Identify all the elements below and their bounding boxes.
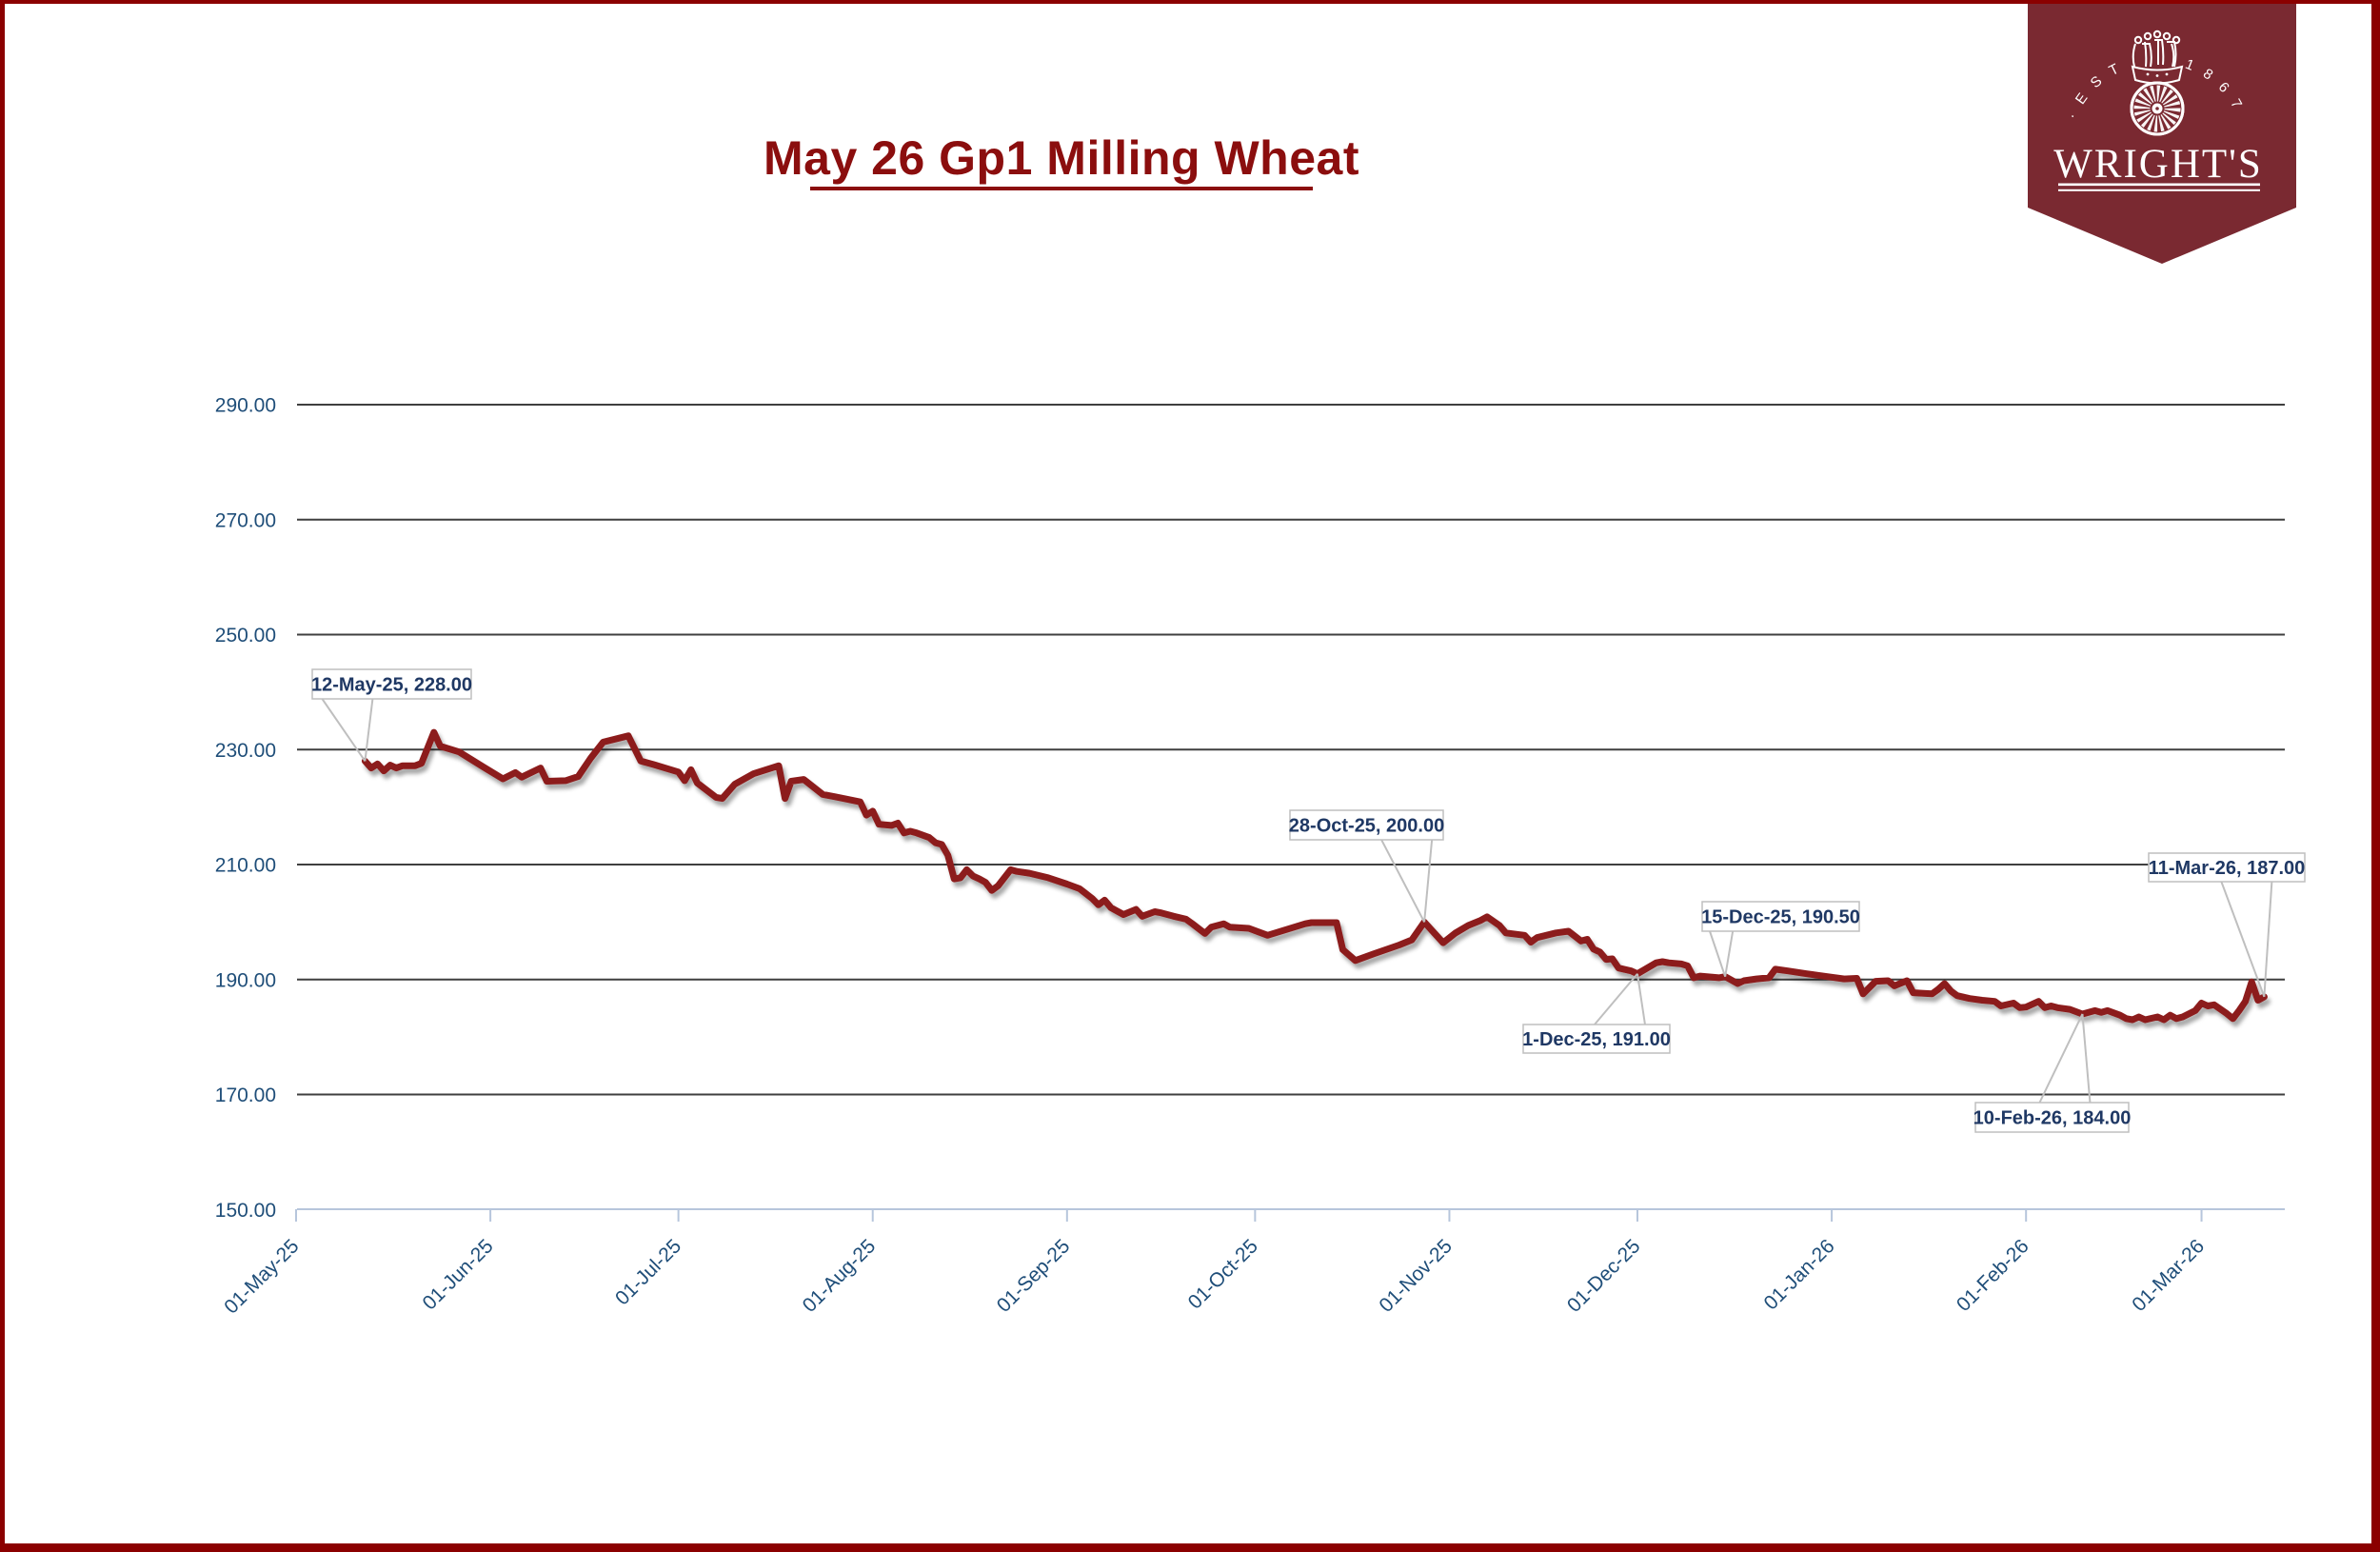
callout-label: 28-Oct-25, 200.00 — [1289, 816, 1444, 837]
gridlines — [297, 404, 2285, 1096]
price-line — [361, 728, 2268, 1024]
x-axis-tick-label: 01-Nov-25 — [1375, 1235, 1457, 1317]
callout-leader-line — [2038, 1013, 2084, 1104]
x-axis-tick-label: 01-Jul-25 — [611, 1235, 685, 1309]
callout-box — [311, 668, 472, 700]
callout-leader-line — [1709, 930, 1727, 978]
callout-leader-line — [1380, 839, 1426, 923]
y-axis-tick-label: 270.00 — [215, 509, 276, 531]
callout-leader-line — [2263, 881, 2273, 997]
logo-underline-thick — [2058, 183, 2260, 187]
axes: 290.00 270.00 250.00 230.00 210.00 190.00 170.… — [215, 395, 2285, 1319]
x-axis-tick-label: 01-Mar-26 — [2128, 1235, 2209, 1316]
callout-leader-line — [364, 698, 374, 762]
y-axis-tick-label: 150.00 — [215, 1200, 276, 1222]
callout-box — [1522, 1024, 1671, 1054]
callout-box — [1701, 901, 1860, 932]
x-axis-tick-label: 01-Oct-25 — [1184, 1235, 1262, 1313]
y-axis-tick-label: 250.00 — [215, 625, 276, 647]
callout-leader-line — [2220, 881, 2266, 998]
page-border-left — [0, 0, 5, 1552]
crown-icon — [2131, 30, 2184, 85]
callout-label: 12-May-25, 228.00 — [311, 675, 472, 696]
logo-year-label: 1 8 6 7 · — [0, 0, 2251, 122]
chart-title: May 26 Gp1 Milling Wheat — [764, 131, 1359, 185]
logo-brand-name: WRIGHT'S — [2053, 142, 2263, 187]
y-axis-tick-label: 170.00 — [215, 1084, 276, 1106]
y-axis-tick-label: 230.00 — [215, 740, 276, 762]
mill-wheel-icon — [2130, 81, 2185, 136]
logo-underline-thin — [2058, 189, 2260, 191]
page-border-top — [0, 0, 2380, 4]
callout-label: 1-Dec-25, 191.00 — [1522, 1029, 1671, 1050]
callout-box — [2148, 852, 2306, 883]
x-axis-tick-label: 01-Jun-25 — [419, 1235, 498, 1314]
x-axis-tick-label: 01-Jan-26 — [1759, 1235, 1838, 1314]
chart-title-underline — [810, 187, 1313, 190]
callout-leader-line — [1423, 839, 1434, 923]
callout-leader-line — [2081, 1013, 2092, 1104]
y-axis-tick-label: 190.00 — [215, 969, 276, 991]
x-axis-tick-label: 01-Dec-25 — [1563, 1235, 1645, 1317]
callout-leader-line — [1724, 930, 1735, 977]
callout-leader-line — [321, 698, 367, 762]
callout-box — [1289, 809, 1444, 841]
y-axis-tick-label: 210.00 — [215, 855, 276, 877]
callout-leader-line — [1594, 973, 1638, 1025]
x-axis-tick-label: 01-Aug-25 — [799, 1235, 881, 1317]
callout-box — [1974, 1102, 2130, 1133]
x-axis-tick-label: 01-Sep-25 — [993, 1235, 1075, 1317]
page-border-bottom — [0, 1543, 2380, 1552]
data-callouts: 12-May-25, 228.00 28-Oct-25, 200.00 1-Dec-… — [311, 668, 2306, 1133]
callout-leader-line — [1636, 973, 1646, 1025]
callout-label: 15-Dec-25, 190.50 — [1701, 907, 1860, 928]
callout-label: 11-Mar-26, 187.00 — [2149, 858, 2306, 879]
price-line-layer — [361, 728, 2268, 1024]
callout-label: 10-Feb-26, 184.00 — [1973, 1108, 2132, 1129]
page-border-right — [2371, 0, 2380, 1552]
x-axis-tick-label: 01-Feb-26 — [1953, 1235, 2033, 1316]
y-axis-tick-label: 290.00 — [215, 395, 276, 417]
x-axis-tick-label: 01-May-25 — [220, 1235, 303, 1318]
